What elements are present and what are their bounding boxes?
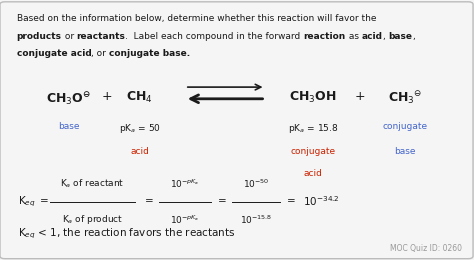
Text: +: + — [355, 90, 365, 103]
Text: 10$^{-50}$: 10$^{-50}$ — [243, 177, 269, 190]
Text: CH$_3$OH: CH$_3$OH — [289, 90, 337, 105]
Text: conjugate base.: conjugate base. — [109, 49, 190, 58]
Text: .  Label each compound in the forward: . Label each compound in the forward — [126, 32, 303, 41]
Text: 10$^{-pK_a}$: 10$^{-pK_a}$ — [170, 213, 200, 226]
Text: 10$^{-pK_a}$: 10$^{-pK_a}$ — [170, 177, 200, 190]
Text: 10$^{-34.2}$: 10$^{-34.2}$ — [303, 194, 340, 209]
Text: acid: acid — [362, 32, 383, 41]
Text: conjugate acid: conjugate acid — [17, 49, 91, 58]
Text: =: = — [218, 197, 227, 206]
Text: as: as — [346, 32, 362, 41]
Text: MOC Quiz ID: 0260: MOC Quiz ID: 0260 — [390, 244, 462, 253]
Text: pK$_a$ = 15.8: pK$_a$ = 15.8 — [288, 122, 338, 135]
Text: conjugate: conjugate — [290, 147, 336, 156]
Text: base: base — [394, 147, 416, 156]
Text: ,: , — [412, 32, 415, 41]
Text: K$_a$ of product: K$_a$ of product — [62, 213, 123, 226]
Text: 10$^{-15.8}$: 10$^{-15.8}$ — [240, 213, 272, 226]
Text: base: base — [58, 122, 80, 131]
Text: acid: acid — [130, 147, 149, 156]
Text: or: or — [62, 32, 77, 41]
Text: ,: , — [383, 32, 388, 41]
Text: reaction: reaction — [303, 32, 346, 41]
Text: base: base — [388, 32, 412, 41]
Text: , or: , or — [91, 49, 109, 58]
Text: products: products — [17, 32, 62, 41]
Text: CH$_3$$^{\ominus}$: CH$_3$$^{\ominus}$ — [388, 90, 422, 107]
Text: acid: acid — [303, 169, 322, 178]
Text: CH$_3$O$^{\mathbf{\ominus}}$: CH$_3$O$^{\mathbf{\ominus}}$ — [46, 90, 91, 107]
Text: K$_a$ of reactant: K$_a$ of reactant — [60, 177, 125, 190]
Text: =: = — [287, 197, 295, 206]
Text: Based on the information below, determine whether this reaction will favor the: Based on the information below, determin… — [17, 14, 376, 23]
Text: pK$_a$ = 50: pK$_a$ = 50 — [119, 122, 161, 135]
Text: K$_{eq}$ < 1, the reaction favors the reactants: K$_{eq}$ < 1, the reaction favors the re… — [18, 227, 236, 241]
Text: CH$_4$: CH$_4$ — [127, 90, 153, 105]
Text: K$_{eq}$: K$_{eq}$ — [18, 194, 36, 209]
Text: reactants: reactants — [77, 32, 126, 41]
Text: conjugate: conjugate — [383, 122, 428, 131]
Text: =: = — [145, 197, 153, 206]
Text: +: + — [101, 90, 112, 103]
Text: =: = — [40, 197, 49, 206]
